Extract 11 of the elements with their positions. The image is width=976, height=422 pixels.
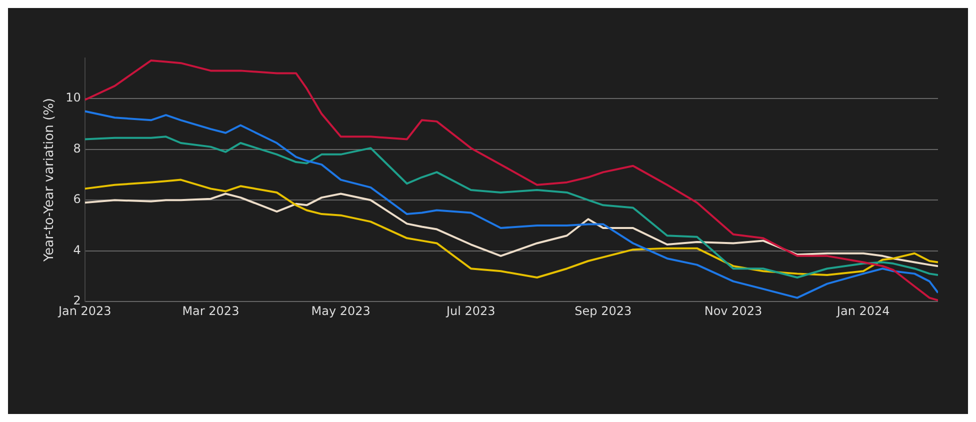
- y-tick-label: 4: [73, 242, 81, 257]
- y-axis-title: Year-to-Year variation (%): [42, 98, 58, 263]
- y-tick-label: 6: [73, 192, 81, 206]
- x-tick-label: Jan 2024: [836, 304, 890, 318]
- y-tick-label: 10: [66, 90, 81, 105]
- x-tick-label: Nov 2023: [704, 304, 762, 318]
- x-tick-label: May 2023: [311, 304, 370, 318]
- x-tick-label: Sep 2023: [574, 304, 632, 318]
- x-tick-label: Jul 2023: [445, 304, 496, 318]
- x-tick-label: Mar 2023: [182, 304, 240, 318]
- y-tick-label: 8: [73, 141, 81, 156]
